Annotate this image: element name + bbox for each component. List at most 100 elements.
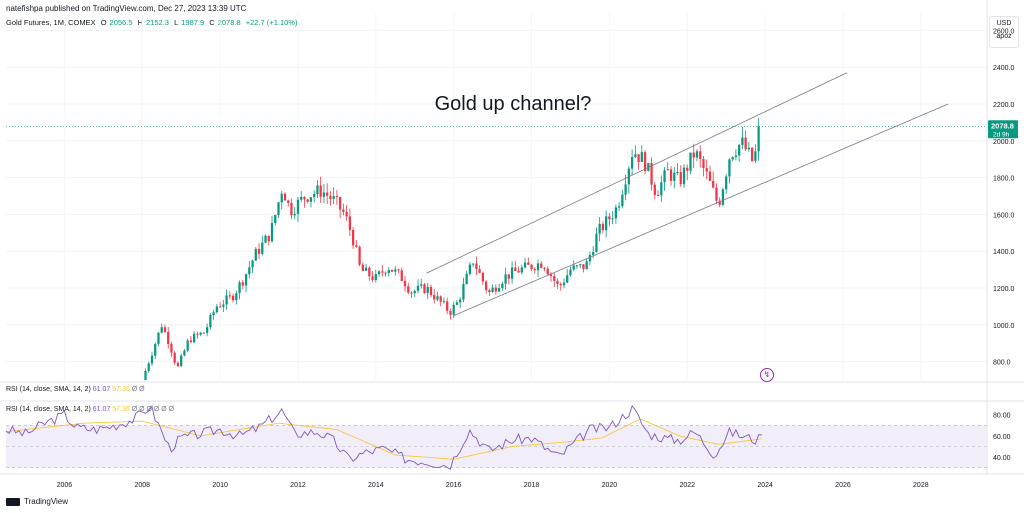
candle-body (280, 193, 283, 203)
candle-body (335, 196, 339, 198)
candle-body (475, 263, 478, 270)
candle-body (491, 287, 494, 293)
candle-body (374, 274, 377, 280)
candle-body (300, 196, 303, 200)
close-value: 2078.8 (217, 18, 241, 27)
candle-body (416, 285, 420, 291)
candle-body (728, 159, 731, 177)
candle-body (154, 343, 157, 356)
candle-body (572, 265, 575, 270)
candle-body (472, 263, 475, 265)
rsi-legend-collapsed[interactable]: RSI (14, close, SMA, 14, 2) 61.07 57.36 … (6, 386, 145, 393)
candle-body (403, 280, 407, 287)
candle-body (413, 290, 416, 294)
candle-body (407, 286, 410, 293)
candle-body (199, 332, 202, 335)
chart-annotation[interactable]: Gold up channel? (435, 93, 592, 115)
candle-body (316, 185, 319, 194)
candle-body (452, 304, 455, 315)
candle-body (193, 333, 196, 343)
candle-body (488, 290, 491, 293)
rsi-tick-label: 40.00 (993, 455, 1011, 462)
candle-body (368, 267, 371, 277)
candle-body (465, 273, 468, 285)
candle-body (218, 306, 222, 308)
candle-body (478, 269, 481, 273)
candle-body (345, 211, 348, 217)
candle-body (695, 151, 699, 158)
candle-body (468, 264, 472, 274)
rsi-legend-sma: 57.36 (112, 386, 130, 393)
candle-body (712, 180, 715, 188)
candle-body (446, 301, 449, 311)
candle-body (160, 327, 163, 333)
price-badge: 2078.8 2d 9h (988, 120, 1018, 139)
scale-label: apoz (996, 33, 1012, 40)
symbol-legend: Gold Futures, 1M, COMEX O 2056.5 H 2152.3 … (6, 18, 300, 27)
candle-body (514, 267, 517, 271)
candle-body (351, 229, 355, 246)
candle-body (390, 270, 394, 272)
candle-body (251, 260, 254, 268)
candle-body (339, 197, 342, 210)
candle-body (634, 154, 637, 158)
candle-body (410, 292, 413, 294)
candle-body (257, 248, 261, 254)
rsi-tick-label: 80.00 (993, 413, 1011, 420)
candle-body (173, 352, 176, 363)
rsi-legend-label: RSI (14, close, SMA, 14, 2) (6, 406, 91, 413)
high-label: H (137, 18, 144, 27)
rsi-legend-value: 61.07 (92, 406, 111, 413)
candle-body (523, 262, 527, 268)
candle-body (238, 282, 241, 294)
tradingview-icon (6, 497, 20, 506)
candle-body (663, 170, 666, 183)
lightning-bolt-icon[interactable]: ↯ (760, 368, 774, 382)
candle-body (205, 327, 209, 333)
time-tick-label: 2022 (679, 482, 695, 489)
price-tick-label: 2000.0 (993, 139, 1015, 146)
candle-body (621, 194, 624, 207)
candle-body (264, 235, 267, 243)
symbol-name[interactable]: Gold Futures, 1M, COMEX (6, 18, 96, 27)
time-tick-label: 2018 (524, 482, 540, 489)
candle-body (676, 172, 679, 174)
time-tick-label: 2028 (913, 482, 929, 489)
channel-lines (426, 72, 949, 316)
candle-body (313, 193, 316, 198)
candle-body (436, 296, 439, 300)
candle-body (559, 283, 562, 286)
candle-body (507, 274, 510, 279)
publisher-line: natefishpa published on TradingView.com,… (6, 4, 247, 13)
candle-body (189, 340, 193, 343)
candle-body (261, 242, 264, 254)
time-tick-label: 2014 (368, 482, 384, 489)
tradingview-logo[interactable]: TradingView (6, 497, 68, 506)
candle-body (462, 284, 465, 300)
candles-group (144, 118, 760, 380)
candle-body (715, 187, 718, 201)
candle-body (682, 167, 686, 185)
candle-body (186, 340, 189, 351)
candle-body (394, 269, 397, 272)
candle-body (241, 282, 244, 286)
candle-body (510, 267, 514, 279)
candle-body (274, 214, 277, 224)
price-tick-label: 800.0 (993, 360, 1011, 367)
candle-body (384, 272, 387, 274)
candle-body (215, 306, 218, 313)
rsi-legend[interactable]: RSI (14, close, SMA, 14, 2) 61.07 57.36 … (6, 406, 174, 413)
candle-body (702, 158, 705, 169)
candle-body (640, 152, 643, 162)
currency-scale-box[interactable]: USD apoz (989, 16, 1019, 48)
candle-body (358, 246, 361, 265)
candle-body (540, 263, 543, 268)
candle-body (332, 196, 335, 199)
candle-body (656, 194, 660, 196)
candle-body (731, 157, 734, 160)
candle-body (231, 295, 235, 301)
candle-body (348, 216, 352, 230)
candle-body (442, 301, 446, 303)
candle-body (228, 295, 231, 297)
